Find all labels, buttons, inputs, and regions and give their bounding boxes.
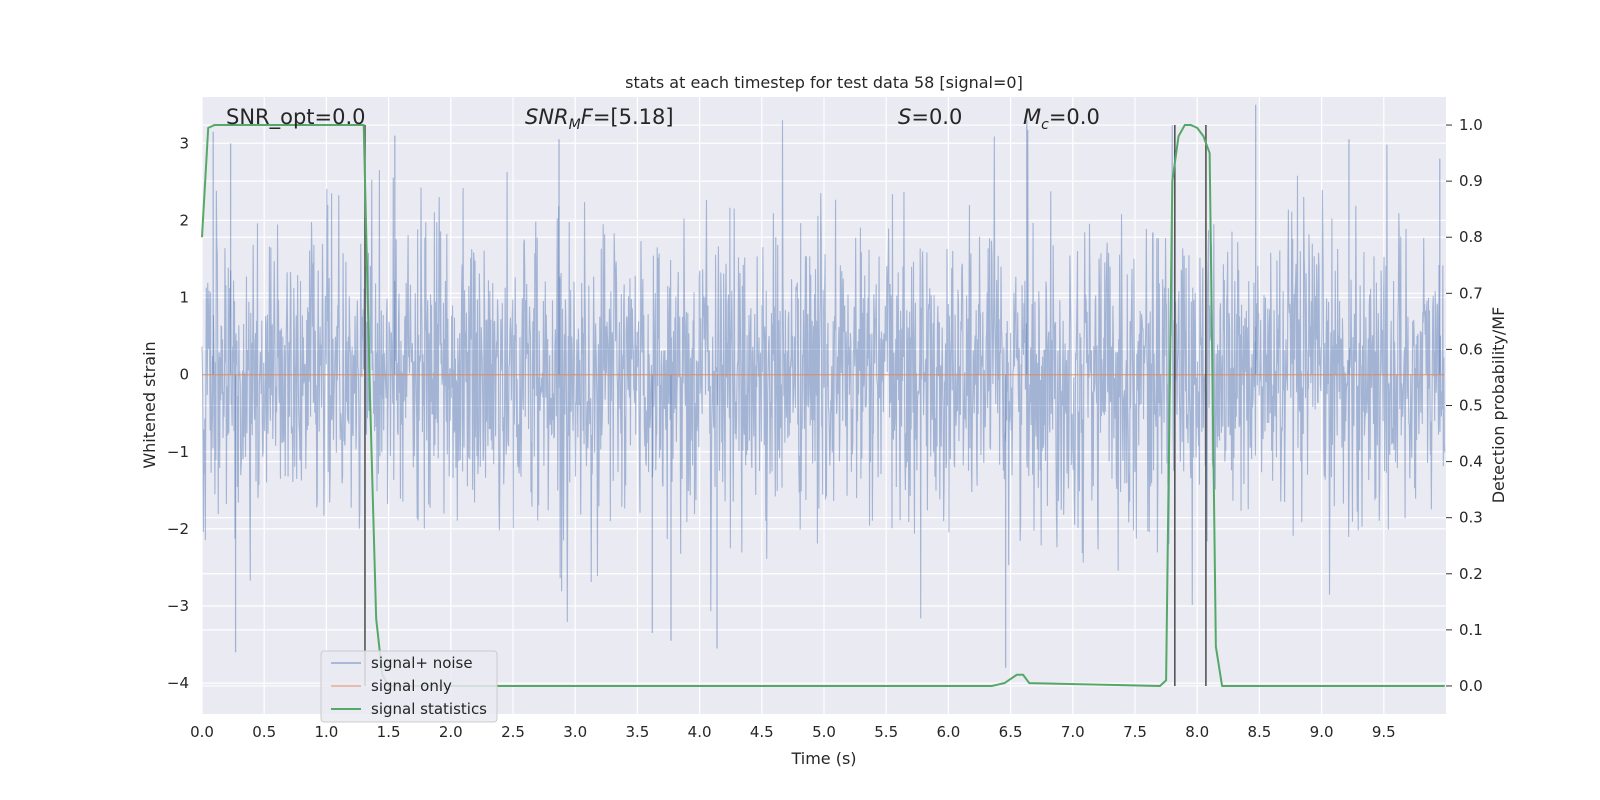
x-tick-labels: 0.0 0.5 1.0 1.5 2.0 2.5 3.0 3.5 4.0 4.5 5.0 5.5 6.0 6… [190, 723, 1396, 741]
y2-tick-label: 0.4 [1459, 453, 1483, 471]
y-tick-label: −3 [167, 597, 189, 615]
x-tick-label: 4.5 [750, 723, 774, 741]
y2-tick-label: 0.3 [1459, 509, 1483, 527]
x-tick-label: 7.0 [1061, 723, 1085, 741]
series-signal-plus-noise [201, 104, 1446, 668]
legend-box [320, 650, 498, 723]
y-tick-label: 3 [179, 134, 189, 152]
y-tick-label: −1 [167, 443, 189, 461]
y2-tick-label: 0.8 [1459, 228, 1483, 246]
y-tick-label: 2 [179, 211, 189, 229]
y2-tick-labels: 1.0 0.9 0.8 0.7 0.6 0.5 0.4 0.3 0.2 0.1 0.0 [1459, 116, 1483, 695]
chart-title: stats at each timestep for test data 58 … [625, 73, 1023, 92]
y2-tick-label: 0.0 [1459, 677, 1483, 695]
x-tick-label: 8.5 [1247, 723, 1271, 741]
y-tick-label: −2 [167, 520, 189, 538]
x-tick-label: 8.0 [1185, 723, 1209, 741]
y2-axis-label: Detection probability/MF [1489, 307, 1508, 504]
x-tick-label: 9.5 [1372, 723, 1396, 741]
annotation-mc: Mc=0.0 [1023, 105, 1100, 133]
x-axis-label: Time (s) [790, 749, 856, 768]
y2-tick-label: 0.2 [1459, 565, 1483, 583]
x-tick-label: 5.5 [874, 723, 898, 741]
x-tick-label: 6.5 [999, 723, 1023, 741]
y2-tick-label: 0.6 [1459, 340, 1483, 358]
x-tick-label: 9.0 [1310, 723, 1334, 741]
series-signal-statistics [201, 124, 1445, 687]
signal-statistics-line [201, 124, 1445, 687]
y-tick-labels: 3 2 1 0 −1 −2 −3 −4 [167, 134, 189, 692]
x-tick-label: 3.5 [625, 723, 649, 741]
x-tick-label: 5.0 [812, 723, 836, 741]
annotation-snr-mf: SNRMF=[5.18] [525, 105, 674, 133]
y-axis-label: Whitened strain [140, 341, 159, 468]
x-tick-label: 6.0 [936, 723, 960, 741]
x-tick-label: 1.0 [314, 723, 338, 741]
x-tick-label: 0.0 [190, 723, 214, 741]
y2-tick-label: 1.0 [1459, 116, 1483, 134]
x-tick-label: 1.5 [377, 723, 401, 741]
y2-tick-label: 0.5 [1459, 397, 1483, 415]
legend-label-stats: signal statistics [371, 700, 487, 718]
x-tick-label: 7.5 [1123, 723, 1147, 741]
x-tick-label: 0.5 [252, 723, 276, 741]
annotation-snr-opt: SNR_opt=0.0 [226, 105, 366, 130]
y-tick-label: −4 [167, 674, 189, 692]
y2-gridlines [202, 124, 1452, 687]
legend: signal+ noise signal only signal statist… [320, 650, 498, 723]
legend-label-noise: signal+ noise [371, 654, 473, 672]
x-tick-label: 4.0 [688, 723, 712, 741]
y2-tick-label: 0.7 [1459, 284, 1483, 302]
y2-tick-label: 0.9 [1459, 172, 1483, 190]
x-tick-label: 2.0 [439, 723, 463, 741]
legend-label-signal: signal only [371, 677, 452, 695]
noise-trace [201, 120, 1446, 622]
y-tick-label: 1 [179, 289, 189, 307]
y-tick-label: 0 [179, 366, 189, 384]
x-tick-label: 3.0 [563, 723, 587, 741]
annotation-s: S=0.0 [898, 105, 962, 129]
x-tick-label: 2.5 [501, 723, 525, 741]
y2-tick-label: 0.1 [1459, 621, 1483, 639]
